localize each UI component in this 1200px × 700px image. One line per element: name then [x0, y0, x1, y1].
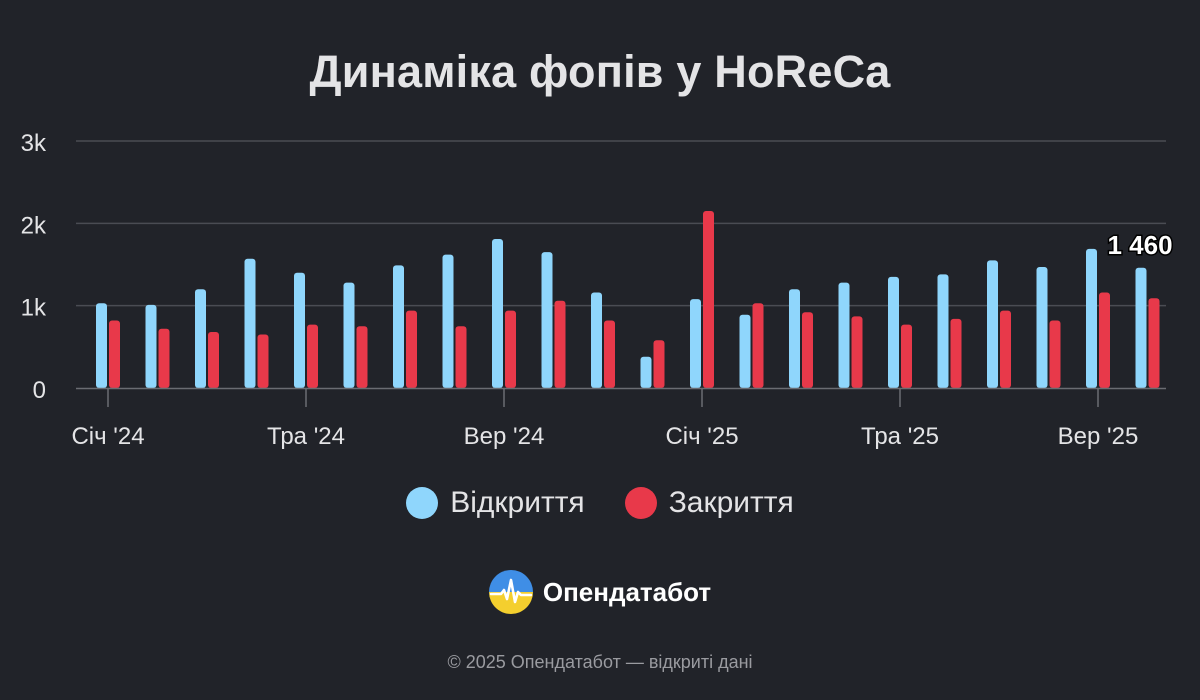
bar-opened: [492, 238, 503, 388]
y-tick-label: 3k: [21, 130, 47, 157]
bar-closed: [752, 303, 764, 388]
bar-opened: [1086, 248, 1097, 388]
bar-closed: [653, 340, 665, 388]
legend-swatch-closed: [624, 487, 657, 519]
legend-item-opened[interactable]: Відкриття: [406, 486, 585, 520]
brand-name: Опендатабот: [542, 576, 712, 607]
bar-opened: [343, 282, 355, 388]
bar-closed: [554, 300, 566, 388]
bar-opened: [393, 265, 404, 388]
bar-closed: [703, 210, 714, 388]
bar-closed: [1099, 292, 1110, 388]
legend-item-closed[interactable]: Закриття: [624, 486, 794, 520]
bar-closed: [1049, 320, 1061, 388]
bar-opened: [789, 289, 800, 388]
bar-closed: [406, 310, 417, 388]
bar-opened: [888, 276, 899, 388]
footer-copyright: © 2025 Опендатабот — відкриті дані: [447, 652, 753, 672]
bar-closed: [802, 312, 813, 388]
bar-opened: [96, 303, 107, 388]
bar-opened: [838, 282, 850, 388]
x-tick-label: Січ '25: [665, 423, 738, 450]
bar-closed: [208, 332, 219, 388]
x-tick-label: Тра '24: [267, 423, 345, 450]
chart-title: Динаміка фопів у HoReCa: [309, 46, 891, 97]
bar-opened: [244, 258, 256, 388]
bar-closed: [950, 318, 962, 388]
bar-closed: [1000, 310, 1011, 388]
x-tick-label: Тра '25: [861, 423, 939, 450]
y-tick-label: 2k: [21, 212, 47, 239]
bar-closed: [356, 326, 368, 388]
bar-closed: [455, 326, 467, 388]
bar-opened: [1036, 266, 1048, 388]
data-label: 1 460: [1108, 230, 1173, 260]
legend-label-opened: Відкриття: [450, 486, 585, 519]
bar-opened: [294, 272, 305, 388]
bar-opened: [1135, 267, 1147, 388]
x-tick-label: Вер '24: [464, 423, 545, 450]
bar-closed: [851, 316, 863, 388]
bar-opened: [442, 254, 454, 388]
bar-closed: [604, 320, 615, 388]
x-tick-label: Вер '25: [1058, 423, 1139, 450]
bar-opened: [690, 299, 701, 388]
opendatabot-logo-icon: [488, 570, 533, 614]
bar-closed: [1148, 298, 1160, 388]
x-tick-label: Січ '24: [71, 423, 144, 450]
bar-chart: 0 1k 2k 3k Січ '24 Тра '24 Вер '24 Січ '25 Тра '…: [21, 130, 1174, 450]
bar-opened: [739, 314, 751, 388]
legend-label-closed: Закриття: [668, 486, 794, 519]
chart-legend: Відкриття Закриття: [0, 486, 1200, 520]
bar-closed: [257, 334, 269, 388]
bar-opened: [591, 292, 602, 388]
bar-closed: [505, 310, 516, 388]
y-tick-label: 0: [33, 377, 46, 404]
legend-swatch-opened: [406, 487, 439, 519]
bar-closed: [158, 328, 170, 388]
bar-closed: [901, 324, 912, 388]
bar-closed: [109, 320, 120, 388]
bar-opened: [195, 289, 206, 388]
bar-opened: [640, 356, 652, 388]
bar-closed: [307, 324, 318, 388]
bar-opened: [937, 274, 949, 388]
bar-opened: [541, 252, 553, 388]
y-tick-label: 1k: [21, 295, 47, 322]
bar-opened: [145, 304, 157, 388]
brand: Опендатабот: [0, 570, 1200, 614]
bar-opened: [987, 260, 998, 388]
